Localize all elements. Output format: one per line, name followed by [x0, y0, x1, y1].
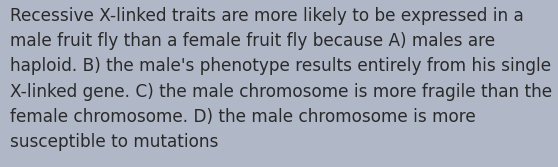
Text: Recessive X-linked traits are more likely to be expressed in a
male fruit fly th: Recessive X-linked traits are more likel…	[10, 7, 552, 151]
